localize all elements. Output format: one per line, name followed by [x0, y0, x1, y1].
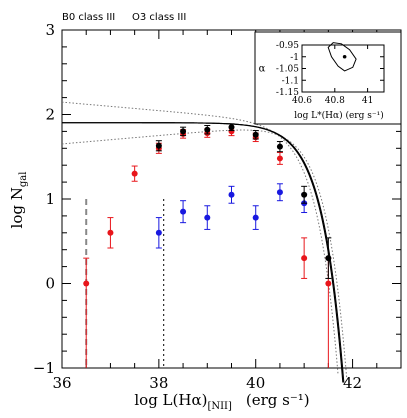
- data-point: [155, 142, 162, 149]
- header-left-label: B0 class III: [62, 12, 115, 23]
- inset-y-tick-label: -1.1: [282, 76, 299, 86]
- y-axis-label: log Ngal: [8, 172, 29, 229]
- y-tick-label: 1: [45, 190, 55, 208]
- data-point: [276, 143, 283, 150]
- data-point: [228, 191, 235, 198]
- inset-y-axis-label: α: [259, 64, 266, 75]
- x-axis-label-units: (erg s⁻¹): [246, 391, 310, 409]
- inset-best-fit-point: [342, 54, 347, 59]
- data-point: [204, 214, 211, 221]
- y-tick-label: 0: [45, 275, 55, 293]
- data-point: [325, 280, 332, 287]
- inset-plot: 40.6 40.8 41 -1.15 -1.1-1.05 -1 -0.95 log L*(Hα…: [254, 31, 402, 125]
- data-point: [276, 155, 283, 162]
- series-0: [83, 126, 332, 368]
- header-right-label: O3 class III: [132, 12, 186, 23]
- data-point: [325, 255, 332, 262]
- inset-contour: [327, 42, 357, 72]
- x-tick-label: 36: [52, 374, 71, 392]
- data-point: [180, 128, 187, 135]
- x-tick-label: 40: [246, 374, 265, 392]
- y-tick-label: 2: [45, 106, 55, 124]
- data-point: [204, 126, 211, 133]
- x-tick-label: 38: [149, 374, 168, 392]
- y-axis-label-sub: gal: [18, 172, 29, 188]
- inset-x-tick-label: 41: [362, 96, 373, 106]
- fit-bound-lower: [61, 101, 339, 375]
- x-axis-label: log L(Hα)[NII] (erg s⁻¹): [134, 391, 309, 412]
- data-point: [301, 255, 308, 262]
- inset-x-tick-label: 40.8: [325, 96, 345, 106]
- inset-x-tick-label: 40.6: [292, 96, 312, 106]
- data-point: [276, 189, 283, 196]
- y-axis-label-main: log N: [8, 187, 26, 228]
- data-point: [252, 214, 259, 221]
- x-axis-label-main: log L(Hα): [134, 391, 207, 409]
- data-point: [180, 208, 187, 215]
- data-point: [107, 229, 114, 236]
- data-point: [83, 280, 90, 287]
- y-tick-label: 3: [45, 21, 55, 39]
- series-1: [155, 183, 308, 249]
- y-tick-label: −1: [33, 359, 55, 377]
- series-2: [155, 123, 332, 279]
- x-axis-label-sub: [NII]: [207, 401, 232, 412]
- inset-y-tick-label: -1.15: [276, 88, 299, 98]
- x-tick-label: 42: [343, 374, 362, 392]
- fit-curve: [62, 122, 344, 383]
- data-point: [301, 191, 308, 198]
- data-point: [228, 128, 235, 135]
- fit-curve-alt: [62, 122, 345, 383]
- inset-x-axis-label: log L*(Hα) (erg s⁻¹): [294, 110, 383, 121]
- data-point: [252, 131, 259, 138]
- inset-y-tick-label: -0.95: [276, 41, 299, 51]
- inset-y-tick-label: -1: [290, 53, 299, 63]
- inset-y-tick-label: -1.05: [276, 65, 299, 75]
- data-point: [131, 170, 138, 177]
- data-point: [155, 229, 162, 236]
- data-point: [228, 124, 235, 131]
